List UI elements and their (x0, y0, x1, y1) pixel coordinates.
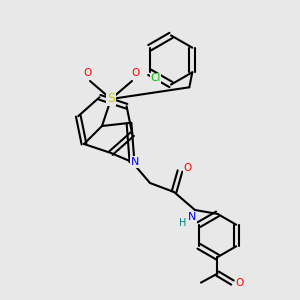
Text: S: S (107, 92, 115, 106)
Text: H: H (179, 218, 187, 229)
Text: Cl: Cl (151, 73, 161, 83)
Text: N: N (188, 212, 196, 223)
Text: N: N (131, 157, 139, 167)
Text: O: O (236, 278, 244, 288)
Text: O: O (183, 163, 192, 173)
Text: O: O (83, 68, 91, 79)
Text: O: O (131, 68, 139, 79)
